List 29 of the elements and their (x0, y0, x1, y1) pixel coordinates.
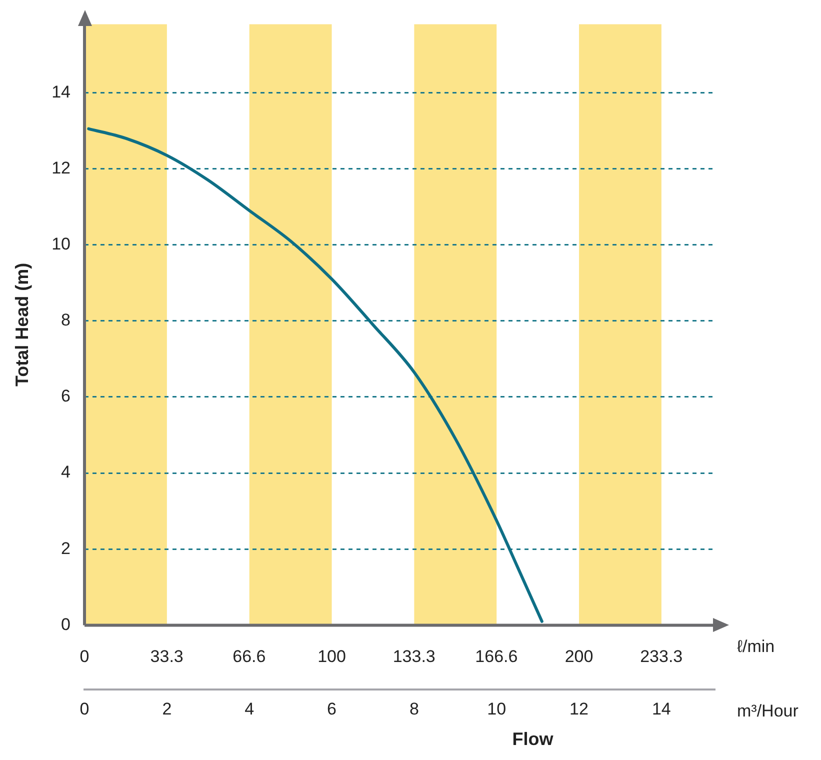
x2-tick-label: 100 (318, 647, 346, 666)
x-tick-label: 0 (80, 699, 90, 718)
y-tick-label: 10 (52, 234, 71, 254)
x-tick-label: 6 (327, 699, 336, 718)
x2-tick-label: 33.3 (150, 647, 184, 666)
x2-tick-label: 200 (564, 647, 594, 666)
x2-tick-label: 166.6 (475, 647, 518, 666)
y-tick-label: 4 (61, 462, 71, 482)
x-axis-title: m³/Hour (737, 701, 799, 720)
text: Flow (512, 728, 554, 749)
y-tick-label: 6 (61, 386, 71, 406)
y-axis-title: Total Head (m) (12, 262, 32, 387)
line-series (87, 127, 544, 623)
x-tick-label: 12 (570, 699, 588, 718)
y-tick-label: 2 (61, 538, 71, 558)
x-tick-label: 14 (652, 699, 671, 718)
y-tick-label: 0 (61, 614, 71, 634)
y-tick-label: 12 (52, 158, 71, 178)
y-tick-label: 8 (61, 310, 71, 330)
x2-axis-title: ℓ/min (737, 636, 775, 656)
y-tick-label: 14 (52, 82, 71, 102)
x-tick-label: 8 (409, 699, 419, 718)
x-tick-label: 4 (244, 699, 254, 718)
x2-tick-label: 0 (80, 647, 90, 666)
x2-tick-label: 233.3 (640, 647, 683, 666)
x2-tick-label: 66.6 (232, 647, 266, 666)
x-tick-label: 10 (487, 699, 506, 718)
x-tick-label: 2 (162, 699, 172, 718)
x2-tick-label: 133.3 (392, 647, 436, 666)
